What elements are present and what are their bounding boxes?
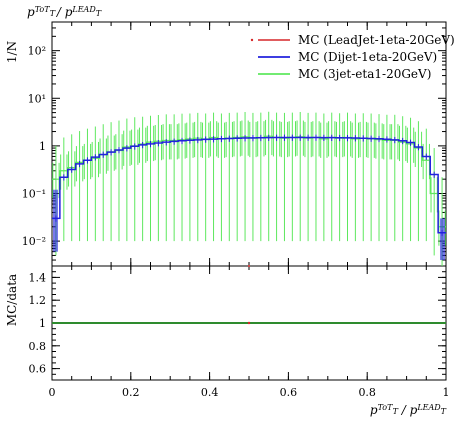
xtick-label: 1 xyxy=(443,386,450,399)
dijet-edge-band-right xyxy=(440,218,445,261)
ratio-ytick-label: 0.8 xyxy=(29,340,47,353)
x-axis-label: pToTT / pLEADT xyxy=(370,403,447,418)
main-ytick-label: 10⁻¹ xyxy=(22,187,46,200)
main-ytick-label: 10⁻² xyxy=(22,235,46,248)
main-ytick-label: 10¹ xyxy=(28,92,46,105)
legend-label: MC (3jet-eta1-20GeV) xyxy=(298,67,431,81)
main-ytick-label: 1 xyxy=(39,140,46,153)
xtick-label: 0.4 xyxy=(201,386,219,399)
legend: MC (LeadJet-1eta-20GeV) MC (Dijet-1eta-20… xyxy=(250,33,455,81)
xtick-label: 0.2 xyxy=(122,386,140,399)
chart-title: pToTT / pLEADT xyxy=(27,5,102,20)
dijet-edge-band-left xyxy=(53,189,58,252)
ratio-leadjet-point xyxy=(247,321,251,325)
ratio-ytick-label: 1.4 xyxy=(29,271,47,284)
ratio-ytick-label: 1.2 xyxy=(29,294,47,307)
x-ticks: 0 0.2 0.4 0.6 0.8 1 xyxy=(49,22,450,399)
ratio-series-group xyxy=(52,321,446,325)
legend-label: MC (LeadJet-1eta-20GeV) xyxy=(298,33,455,47)
xtick-label: 0 xyxy=(49,386,56,399)
ratio-ylabel: MC/data xyxy=(5,274,19,326)
ratio-ytick-label: 1 xyxy=(39,317,46,330)
legend-marker xyxy=(250,38,254,42)
legend-label: MC (Dijet-1eta-20GeV) xyxy=(298,50,437,64)
series-dijet-line xyxy=(52,136,446,234)
series-leadjet-point xyxy=(248,265,250,267)
xtick-label: 0.8 xyxy=(358,386,376,399)
main-ytick-label: 10² xyxy=(28,45,46,58)
main-ylabel: 1/N xyxy=(5,41,19,63)
ratio-ytick-label: 0.6 xyxy=(29,363,47,376)
xtick-label: 0.6 xyxy=(280,386,298,399)
main-series-group xyxy=(52,111,446,267)
